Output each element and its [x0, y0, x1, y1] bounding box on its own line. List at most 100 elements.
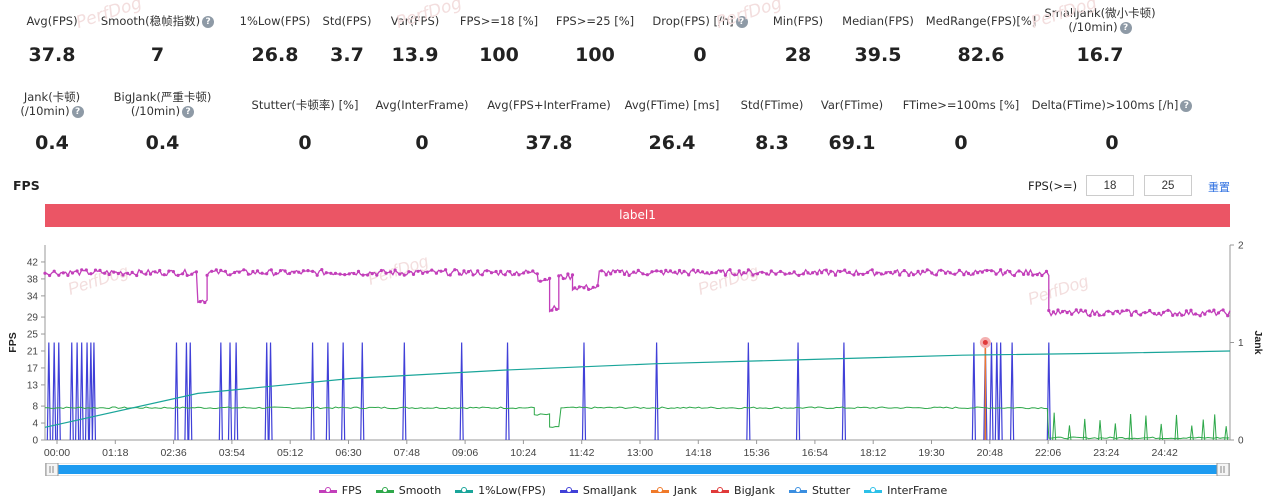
- time-range-slider[interactable]: [45, 463, 1230, 476]
- legend-swatch: [375, 486, 394, 493]
- smooth-spike: [1224, 426, 1229, 441]
- stat-value: 7: [150, 44, 165, 66]
- fps-point: [162, 273, 166, 277]
- smooth-spike: [1067, 425, 1072, 441]
- fps-point: [1120, 309, 1124, 313]
- row2-stat: Avg(FTime) [ms] 26.4: [620, 98, 724, 154]
- fps-point: [889, 270, 893, 275]
- legend-item[interactable]: Stutter: [788, 484, 850, 497]
- stat-label: Stutter(卡顿率) [%]: [251, 98, 359, 112]
- fps-point: [916, 269, 920, 273]
- fps-point: [879, 272, 884, 276]
- fps-point: [1203, 312, 1207, 316]
- legend-label: InterFrame: [887, 484, 948, 497]
- row2-stat: BigJank(严重卡顿) (/10min)? 0.4: [110, 90, 215, 154]
- fps-point: [769, 269, 773, 273]
- legend-item[interactable]: InterFrame: [864, 484, 947, 497]
- legend-item[interactable]: BigJank: [711, 484, 775, 497]
- fps-point: [185, 273, 189, 277]
- fps-point: [301, 269, 305, 273]
- fps-point: [283, 269, 287, 273]
- legend-item[interactable]: Smooth: [375, 484, 441, 497]
- fps-point: [609, 272, 613, 276]
- stat-value: 0.4: [145, 132, 180, 154]
- fps-point: [444, 268, 448, 272]
- fps-point: [815, 272, 819, 276]
- fps-point: [557, 274, 561, 278]
- fps-point: [723, 273, 728, 277]
- fps-point: [269, 268, 273, 272]
- legend-item[interactable]: Jank: [650, 484, 697, 497]
- slider-handle-right[interactable]: [1216, 463, 1230, 476]
- stat-value: 100: [575, 44, 615, 66]
- stats-panel: Avg(FPS) 37.8 Smooth(稳帧指数)? 7 1%Low(FPS) 26.8…: [0, 0, 1266, 165]
- fps-point: [203, 300, 207, 305]
- legend-swatch: [559, 486, 578, 493]
- fps-point: [1212, 308, 1216, 312]
- legend-item[interactable]: 1%Low(FPS): [455, 484, 546, 497]
- reset-link[interactable]: 重置: [1208, 181, 1230, 194]
- fps-point: [480, 273, 484, 277]
- fps-point: [1106, 309, 1110, 313]
- fps-point: [548, 276, 552, 280]
- stat-value: 82.6: [957, 44, 1005, 66]
- help-icon[interactable]: ?: [182, 105, 195, 118]
- fps-point: [80, 268, 84, 272]
- slider-handle-left[interactable]: [45, 463, 59, 476]
- fps-point: [1139, 313, 1143, 317]
- fps-point: [591, 285, 595, 289]
- fps-point: [251, 269, 255, 274]
- smooth-spike: [1128, 414, 1133, 441]
- fps-point: [139, 270, 143, 274]
- fps-point: [966, 271, 971, 276]
- fps-point: [971, 272, 975, 276]
- fps-point: [875, 271, 879, 275]
- row1-stat: Smooth(稳帧指数)? 7: [95, 14, 220, 66]
- y-tick-label: 21: [27, 346, 39, 357]
- smalljank-spike: [841, 342, 847, 441]
- legend-item[interactable]: SmallJank: [559, 484, 637, 497]
- fps-threshold-high-input[interactable]: [1144, 175, 1192, 196]
- fps-point: [1093, 312, 1097, 316]
- fps-point: [700, 270, 705, 274]
- fps-point: [457, 272, 461, 276]
- slider-fill: [58, 465, 1217, 474]
- help-icon[interactable]: ?: [202, 15, 215, 28]
- fps-point: [398, 272, 402, 276]
- fps-threshold-low-input[interactable]: [1086, 175, 1134, 196]
- legend-item[interactable]: FPS: [318, 484, 362, 497]
- fps-point: [582, 286, 586, 290]
- row1-stat: Min(FPS) 28: [758, 14, 838, 66]
- fps-point: [194, 270, 198, 274]
- help-icon[interactable]: ?: [735, 15, 748, 28]
- x-tick-label: 14:18: [685, 447, 711, 459]
- help-icon[interactable]: ?: [1119, 21, 1132, 34]
- fps-point: [517, 273, 521, 277]
- fps-point: [1175, 313, 1179, 317]
- fps-point: [797, 273, 801, 277]
- fps-point: [411, 272, 416, 276]
- help-icon[interactable]: ?: [71, 105, 84, 118]
- fps-point: [1171, 313, 1175, 317]
- fps-point: [691, 268, 695, 272]
- fps-point: [375, 273, 379, 277]
- label-bar[interactable]: label1: [45, 204, 1230, 227]
- row1-stat: SmallJank(微小卡顿) (/10min)? 16.7: [1030, 6, 1170, 66]
- help-icon[interactable]: ?: [1180, 99, 1193, 112]
- fps-point: [664, 268, 668, 272]
- fps-point: [489, 271, 494, 275]
- fps-point: [1221, 308, 1225, 312]
- fps-point: [503, 273, 507, 277]
- smalljank-spike: [184, 342, 189, 441]
- fps-point: [1079, 308, 1083, 312]
- fps-point: [673, 270, 677, 274]
- fps-point: [911, 273, 916, 277]
- legend-swatch: [455, 486, 474, 493]
- fps-point: [1026, 272, 1030, 276]
- stat-value: 0: [298, 132, 312, 154]
- y-tick-label: 4: [32, 419, 38, 430]
- row1-stat: Std(FPS) 3.7: [315, 14, 379, 66]
- fps-point: [801, 272, 806, 276]
- fps-point: [531, 269, 535, 273]
- stat-label: Drop(FPS) [/h]?: [648, 14, 752, 28]
